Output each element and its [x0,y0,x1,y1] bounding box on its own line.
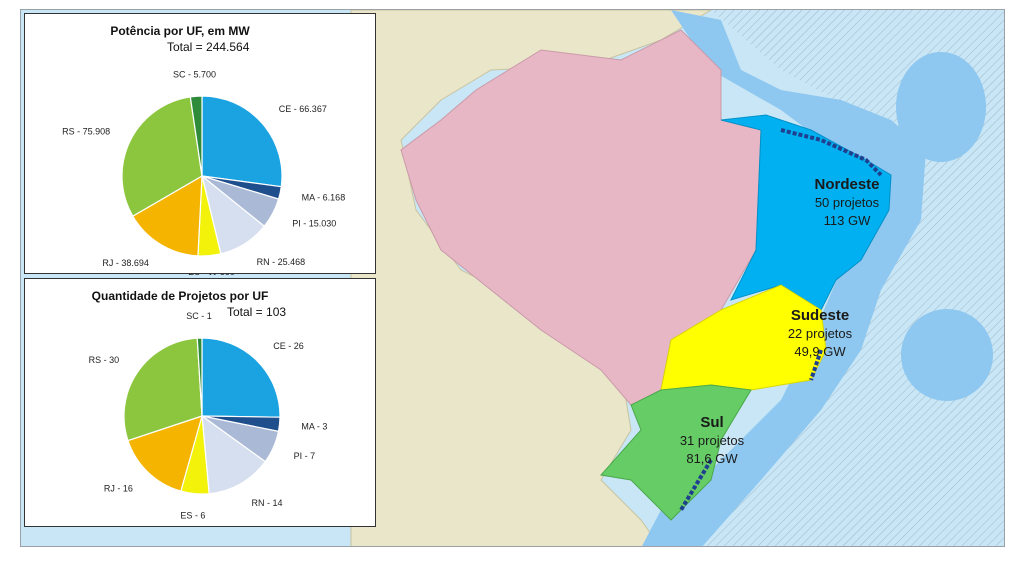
coastal-projects-s [679,458,713,512]
pie-label-ce: CE - 26 [273,341,304,351]
sul-power: 81,6 GW [686,451,738,466]
power-pie-svg: CE - 66.367 MA - 6.168 PI - 15.030 RN - 25.… [62,69,346,275]
power-pie-chart: Potência por UF, em MW Total = 244.564 C… [24,13,376,275]
pie-label-rj: RJ - 16 [104,483,133,493]
pie-label-rn: RN - 14 [252,498,283,508]
region-sul [600,384,752,521]
power-chart-title: Potência por UF, em MW [110,24,250,38]
pie-label-sc: SC - 5.700 [173,69,216,79]
projects-pie-svg: CE - 26 MA - 3 PI - 7 RN - 14 ES - 6 RJ - 16 R… [89,311,328,521]
pie-slice-ce [201,95,283,188]
nordeste-projects: 50 projetos [814,195,880,210]
nordeste-name: Nordeste [814,176,880,193]
pie-slice-rs [123,337,203,442]
pie-slice-sc [189,95,203,177]
projects-chart-total: Total = 103 [227,305,287,319]
coastal-projects-ne [780,128,883,177]
pie-label-rs: RS - 75.908 [62,127,110,137]
pie-slice-rs [121,96,203,217]
pie-slice-rj [131,174,203,257]
region-nordeste [720,114,892,311]
sul-name: Sul [700,414,724,431]
region-label-sudeste: Sudeste 22 projetos 49,9 GW [770,307,870,361]
pie-label-ce: CE - 66.367 [279,104,327,114]
pie-label-ma: MA - 6.168 [302,193,346,203]
pie-label-rj: RJ - 38.694 [102,258,149,268]
eez-island-north [896,52,986,162]
sul-projects: 31 projetos [679,433,745,448]
pie-slice-rn [201,414,267,495]
power-chart-total: Total = 244.564 [167,40,250,54]
sudeste-name: Sudeste [790,307,850,324]
region-label-nordeste: Nordeste 50 projetos 113 GW [792,176,902,230]
pie-label-rn: RN - 25.468 [257,257,306,267]
pie-label-pi: PI - 15.030 [292,219,336,229]
pie-slice-ce [201,337,281,418]
pie-label-es: ES - 6 [180,511,205,521]
region-label-sul: Sul 31 projetos 81,6 GW [662,414,762,468]
eez-band [642,10,926,546]
pie-label-es: ES - 11.230 [188,273,235,275]
pie-slice-sc [196,337,203,417]
sudeste-projects: 22 projetos [787,326,853,341]
nordeste-power: 113 GW [823,213,871,228]
pie-label-sc: SC - 1 [186,311,212,321]
map-frame [20,9,1005,547]
eez-island-east [901,309,993,401]
brazil-map [350,10,1004,546]
sudeste-power: 49,9 GW [794,344,846,359]
coastal-projects-se [809,349,823,381]
pie-label-ma: MA - 3 [301,422,327,432]
projects-pie-chart: Quantidade de Projetos por UF Total = 10… [24,278,376,527]
pie-label-rs: RS - 30 [89,355,120,365]
projects-chart-title: Quantidade de Projetos por UF [91,289,269,303]
pie-label-pi: PI - 7 [294,451,316,461]
